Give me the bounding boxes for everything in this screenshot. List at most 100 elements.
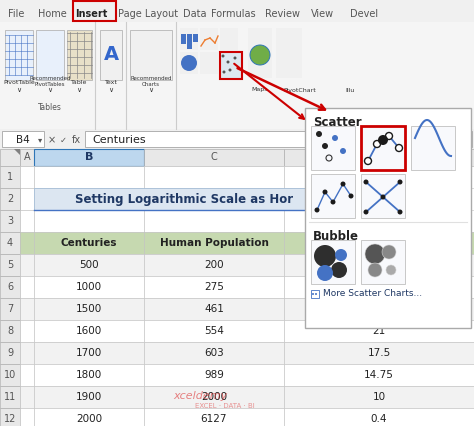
Text: Data: Data xyxy=(183,9,207,19)
Text: 10: 10 xyxy=(373,392,385,402)
Text: C: C xyxy=(210,153,218,162)
Circle shape xyxy=(316,131,322,137)
Bar xyxy=(144,408,284,426)
Text: 17.5: 17.5 xyxy=(367,348,391,358)
Bar xyxy=(193,34,198,42)
Text: ∨: ∨ xyxy=(109,87,114,93)
Bar xyxy=(284,210,474,232)
Text: 554: 554 xyxy=(204,326,224,336)
Circle shape xyxy=(365,244,385,264)
Text: 603: 603 xyxy=(204,348,224,358)
Bar xyxy=(311,126,355,170)
Bar xyxy=(20,254,34,276)
Circle shape xyxy=(340,181,346,187)
Circle shape xyxy=(385,132,392,139)
Bar xyxy=(144,232,284,254)
Bar xyxy=(2,131,44,147)
Text: A: A xyxy=(103,46,118,64)
Text: 9: 9 xyxy=(7,348,13,358)
Bar xyxy=(144,254,284,276)
Bar xyxy=(0,129,474,149)
Bar xyxy=(0,276,20,298)
Text: ✓: ✓ xyxy=(60,135,66,144)
Text: Recommended: Recommended xyxy=(29,75,71,81)
Text: 5: 5 xyxy=(7,260,13,270)
Text: 7: 7 xyxy=(7,304,13,314)
Text: ×: × xyxy=(48,135,56,145)
Bar xyxy=(20,166,34,188)
Text: PivotChart: PivotChart xyxy=(283,87,316,92)
Bar xyxy=(220,28,238,50)
Circle shape xyxy=(315,293,317,295)
Bar xyxy=(144,276,284,298)
Text: View: View xyxy=(311,9,334,19)
Text: Recommended: Recommended xyxy=(130,75,172,81)
Bar xyxy=(20,342,34,364)
Bar xyxy=(144,149,284,166)
Bar xyxy=(0,166,20,188)
Text: Table: Table xyxy=(71,81,87,86)
Bar xyxy=(34,188,334,210)
Bar xyxy=(0,254,20,276)
Text: 1000: 1000 xyxy=(76,282,102,292)
Bar xyxy=(200,28,218,50)
Bar xyxy=(144,320,284,342)
Text: Setting Logarithmic Scale as Hor: Setting Logarithmic Scale as Hor xyxy=(75,193,293,205)
Text: 275: 275 xyxy=(204,282,224,292)
Circle shape xyxy=(395,144,402,152)
Bar xyxy=(220,52,242,79)
Circle shape xyxy=(340,148,346,154)
Bar xyxy=(34,254,144,276)
Bar xyxy=(73,1,116,21)
Circle shape xyxy=(250,45,270,65)
Text: ▾: ▾ xyxy=(38,135,42,144)
Bar xyxy=(20,386,34,408)
Circle shape xyxy=(315,207,319,213)
Text: 2: 2 xyxy=(7,194,13,204)
Circle shape xyxy=(335,249,347,261)
Bar xyxy=(0,320,20,342)
Bar xyxy=(34,166,144,188)
Circle shape xyxy=(348,193,354,199)
Bar xyxy=(284,342,474,364)
Circle shape xyxy=(221,55,225,58)
Bar xyxy=(144,364,284,386)
Bar xyxy=(284,149,474,166)
Text: EXCEL · DATA · BI: EXCEL · DATA · BI xyxy=(195,403,255,409)
Text: Illu: Illu xyxy=(346,87,355,92)
Text: Maps: Maps xyxy=(252,87,268,92)
Circle shape xyxy=(330,199,336,204)
Text: 500: 500 xyxy=(79,260,99,270)
Bar xyxy=(20,232,34,254)
Text: B: B xyxy=(85,153,93,162)
Circle shape xyxy=(331,262,347,278)
Text: 8: 8 xyxy=(7,326,13,336)
Bar xyxy=(34,232,144,254)
Text: Bubble: Bubble xyxy=(313,230,359,242)
Bar xyxy=(67,30,92,80)
Bar xyxy=(20,276,34,298)
Text: Afric: Afric xyxy=(365,238,393,248)
Bar xyxy=(284,364,474,386)
Text: Page Layout: Page Layout xyxy=(118,9,178,19)
Bar xyxy=(181,34,186,44)
Bar xyxy=(284,276,474,298)
Text: Tables: Tables xyxy=(38,103,62,112)
Text: 2000: 2000 xyxy=(201,392,227,402)
Bar xyxy=(20,298,34,320)
Text: Text: Text xyxy=(105,81,118,86)
Bar xyxy=(0,188,20,210)
Bar xyxy=(144,386,284,408)
Text: 10: 10 xyxy=(4,370,16,380)
Circle shape xyxy=(364,179,368,184)
Text: Scatter: Scatter xyxy=(313,115,362,129)
Circle shape xyxy=(381,195,385,199)
Circle shape xyxy=(222,70,226,74)
Circle shape xyxy=(234,57,237,60)
Polygon shape xyxy=(14,149,20,155)
Bar xyxy=(20,149,34,166)
Bar xyxy=(34,408,144,426)
Circle shape xyxy=(322,190,328,195)
Bar xyxy=(0,149,474,426)
Bar xyxy=(0,298,20,320)
